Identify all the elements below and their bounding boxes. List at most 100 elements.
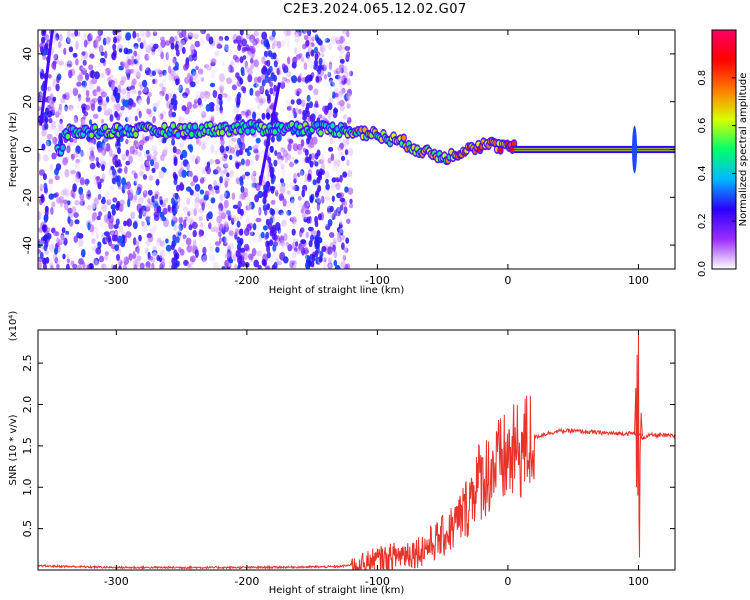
noise-cell	[239, 194, 243, 200]
noise-cell	[59, 60, 64, 69]
noise-cell	[199, 222, 204, 228]
noise-cell	[219, 139, 226, 145]
noise-cell	[101, 263, 107, 269]
streak-cell	[114, 86, 118, 94]
noise-cell	[146, 96, 150, 105]
noise-cell	[230, 211, 236, 219]
noise-cell	[274, 177, 280, 184]
streak-cell	[314, 152, 319, 160]
noise-cell	[38, 261, 43, 269]
noise-cell	[219, 105, 223, 114]
noise-cell	[337, 231, 341, 239]
streak-cell	[176, 184, 180, 192]
noise-cell	[90, 30, 95, 39]
noise-cell	[255, 137, 261, 144]
streak-cell	[307, 30, 312, 37]
noise-cell	[181, 112, 185, 121]
noise-cell	[71, 117, 77, 126]
noise-cell	[75, 58, 79, 66]
noise-cell	[219, 110, 224, 115]
noise-cell	[224, 190, 230, 199]
noise-cell	[238, 196, 243, 203]
streak-cell	[265, 240, 270, 248]
ridge-cell	[401, 135, 406, 141]
noise-cell	[221, 60, 225, 67]
noise-cell	[327, 110, 332, 120]
noise-cell	[279, 235, 285, 244]
noise-cell	[190, 68, 197, 77]
noise-cell	[344, 149, 349, 156]
noise-cell	[77, 246, 82, 255]
noise-cell	[80, 55, 84, 62]
noise-cell	[132, 30, 137, 39]
noise-cell	[159, 199, 164, 206]
noise-cell	[81, 67, 87, 75]
noise-cell	[138, 144, 143, 151]
noise-cell	[151, 262, 155, 269]
noise-cell	[290, 192, 294, 198]
snr-spike	[634, 330, 643, 558]
noise-cell	[181, 105, 187, 112]
noise-cell	[186, 245, 193, 253]
noise-cell	[221, 236, 227, 243]
noise-cell	[228, 41, 235, 49]
noise-cell	[296, 143, 303, 151]
noise-cell	[343, 65, 348, 74]
noise-cell	[335, 65, 340, 72]
noise-cell	[302, 43, 307, 50]
noise-cell	[340, 229, 344, 236]
noise-cell	[210, 197, 216, 204]
noise-cell	[77, 264, 83, 269]
noise-cell	[257, 110, 262, 115]
noise-cell	[44, 250, 49, 255]
streak-cell	[43, 263, 47, 269]
noise-cell	[218, 35, 224, 42]
noise-cell	[156, 99, 160, 107]
noise-cell	[183, 36, 188, 43]
noise-cell	[297, 243, 304, 251]
ridge-cell	[318, 130, 323, 136]
streak-cell	[308, 240, 313, 248]
noise-cell	[302, 254, 308, 261]
noise-cell	[253, 83, 259, 88]
streak-cell	[273, 159, 278, 167]
noise-cell	[297, 150, 302, 155]
noise-cell	[143, 182, 148, 191]
noise-cell	[262, 225, 268, 231]
noise-cell	[89, 53, 95, 59]
ridge-cell	[220, 129, 225, 136]
noise-cell	[343, 206, 348, 215]
noise-cell	[128, 253, 133, 261]
noise-cell	[58, 123, 64, 132]
noise-cell	[221, 93, 228, 98]
noise-cell	[78, 57, 82, 66]
noise-cell	[249, 38, 255, 45]
streak-cell	[173, 207, 178, 215]
noise-cell	[219, 87, 223, 96]
noise-cell	[253, 59, 259, 68]
noise-cell	[192, 175, 199, 183]
noise-cell	[341, 242, 345, 250]
ridge-cell	[498, 147, 503, 153]
noise-cell	[51, 201, 56, 208]
streak-cell	[235, 114, 240, 121]
noise-cell	[82, 209, 88, 217]
noise-cell	[136, 240, 140, 247]
noise-cell	[129, 68, 135, 74]
noise-cell	[315, 256, 320, 265]
transient	[632, 125, 638, 174]
streak-cell	[272, 52, 277, 60]
noise-cell	[325, 178, 329, 184]
noise-cell	[328, 77, 333, 83]
noise-cell	[138, 208, 144, 215]
noise-cell	[165, 40, 171, 46]
artifact-line	[39, 30, 54, 126]
noise-cell	[291, 75, 298, 84]
noise-cell	[326, 211, 331, 218]
noise-cell	[219, 166, 224, 173]
noise-cell	[78, 238, 84, 247]
noise-cell	[189, 217, 194, 225]
noise-cell	[104, 251, 109, 256]
noise-cell	[210, 160, 217, 168]
noise-cell	[65, 30, 71, 38]
